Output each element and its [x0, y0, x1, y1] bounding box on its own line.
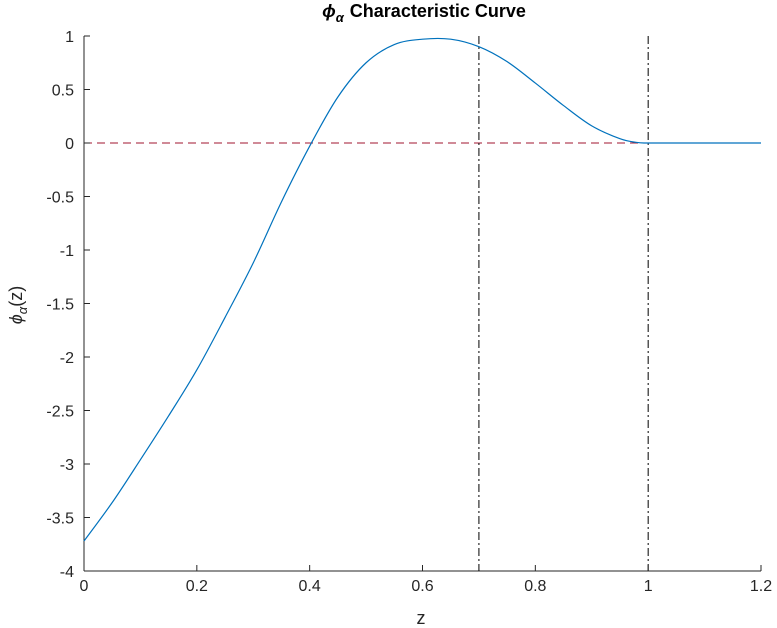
plot-area	[83, 36, 761, 572]
x-tick-label: 0.8	[524, 578, 546, 595]
y-tick-label: -2	[60, 350, 74, 367]
x-tick-label: 0.2	[186, 578, 208, 595]
ylabel-phi-symbol: ϕ	[6, 314, 26, 324]
chart-title: ϕα Characteristic Curve	[322, 1, 526, 25]
characteristic-curve-line	[83, 37, 761, 542]
reference-lines	[84, 36, 761, 571]
y-tick-label: 0.5	[52, 83, 74, 100]
x-tick-label: 0.6	[411, 578, 433, 595]
y-tick-label: -1	[60, 243, 74, 260]
title-phi-symbol: ϕ	[322, 1, 336, 21]
x-tick-label: 0	[80, 578, 89, 595]
ylabel-argument: (z)	[6, 286, 26, 307]
y-tick-label: -3.5	[46, 511, 74, 528]
y-tick-label: -4	[60, 564, 74, 581]
title-text: Characteristic Curve	[350, 1, 526, 21]
ylabel-alpha-subscript: α	[15, 306, 30, 314]
y-tick-label: 0	[65, 136, 74, 153]
y-tick-label: -1.5	[46, 297, 74, 314]
y-tick-label: -2.5	[46, 404, 74, 421]
y-tick-label: -0.5	[46, 190, 74, 207]
x-tick-label: 1	[644, 578, 653, 595]
y-axis-label: ϕα(z)	[6, 286, 30, 324]
y-tick-label: -3	[60, 457, 74, 474]
title-alpha-subscript: α	[336, 10, 345, 25]
y-tick-label: 1	[65, 29, 74, 46]
x-tick-label: 0.4	[299, 578, 321, 595]
x-axis-ticks: 0 0.2 0.4 0.6 0.8 1 1.2	[80, 565, 772, 595]
series-group	[83, 37, 761, 542]
x-axis-label: z	[417, 608, 426, 628]
y-axis-ticks: 1 0.5 0 -0.5 -1 -1.5 -2 -2.5 -3 -3.5 -4	[46, 29, 90, 581]
x-tick-label: 1.2	[750, 578, 772, 595]
